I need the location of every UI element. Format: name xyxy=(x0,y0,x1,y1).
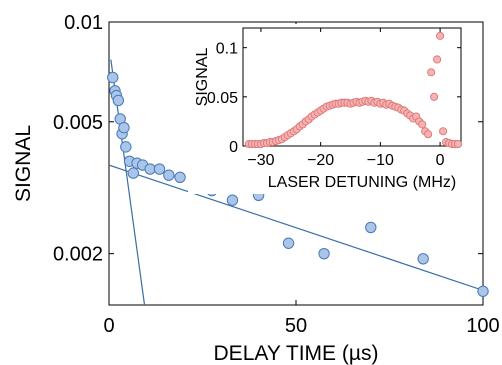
data-point xyxy=(163,169,175,181)
fit-line xyxy=(109,164,483,291)
main-axis-ticks: 0 50 100 0.002 0.005 0.01 xyxy=(53,12,500,337)
inset-data-points xyxy=(244,31,463,149)
inset-y-tick-label: 0.05 xyxy=(207,90,238,107)
inset-y-tick-label: 0.1 xyxy=(216,41,238,58)
inset-data-point xyxy=(430,92,439,101)
data-point xyxy=(118,121,130,134)
data-point xyxy=(153,163,166,175)
data-point xyxy=(282,237,295,249)
data-point xyxy=(365,221,377,234)
inset-data-point xyxy=(436,31,445,40)
x-tick-label: 100 xyxy=(466,315,499,337)
data-point xyxy=(477,285,489,297)
inset-plot: −30 −20 −10 000.050.1 LASER DETUNING (MHz) … xyxy=(188,24,468,194)
data-point xyxy=(107,71,119,84)
main-y-axis-label: SIGNAL xyxy=(12,125,35,202)
y-tick-label: 0.005 xyxy=(53,112,103,134)
data-point xyxy=(226,194,239,206)
inset-y-tick-label: 0 xyxy=(229,139,238,156)
inset-x-tick-label: −20 xyxy=(307,152,334,169)
inset-data-point xyxy=(453,139,463,149)
data-point xyxy=(318,247,330,260)
x-tick-label: 0 xyxy=(103,315,114,337)
data-point xyxy=(417,253,429,265)
inset-y-axis-label: SIGNAL xyxy=(194,48,211,107)
inset-data-point xyxy=(424,130,433,139)
inset-data-point xyxy=(433,55,442,64)
inset-data-point xyxy=(427,68,436,77)
data-point xyxy=(144,163,156,175)
inset-x-tick-label: −10 xyxy=(367,152,394,169)
data-point xyxy=(112,94,125,107)
inset-axis-ticks: −30 −20 −10 0 0 0.05 0.1 xyxy=(207,28,461,169)
inset-x-axis-label: LASER DETUNING (MHz) xyxy=(268,174,456,191)
y-tick-label: 0.002 xyxy=(53,244,103,266)
data-point xyxy=(120,141,132,153)
inset-data-point xyxy=(439,127,448,136)
main-plot: 0 50 100 0.002 0.005 0.01 DELAY TIME (µs) SIG… xyxy=(12,12,500,365)
x-tick-label: 50 xyxy=(285,315,307,337)
main-x-axis-label: DELAY TIME (µs) xyxy=(214,342,379,365)
inset-data-point xyxy=(418,120,427,129)
inset-x-tick-label: 0 xyxy=(436,152,445,169)
data-point xyxy=(174,171,186,183)
data-point xyxy=(127,167,140,179)
inset-plot-frame xyxy=(242,27,462,147)
inset-x-tick-label: −30 xyxy=(247,152,274,169)
y-tick-label: 0.01 xyxy=(64,12,103,34)
